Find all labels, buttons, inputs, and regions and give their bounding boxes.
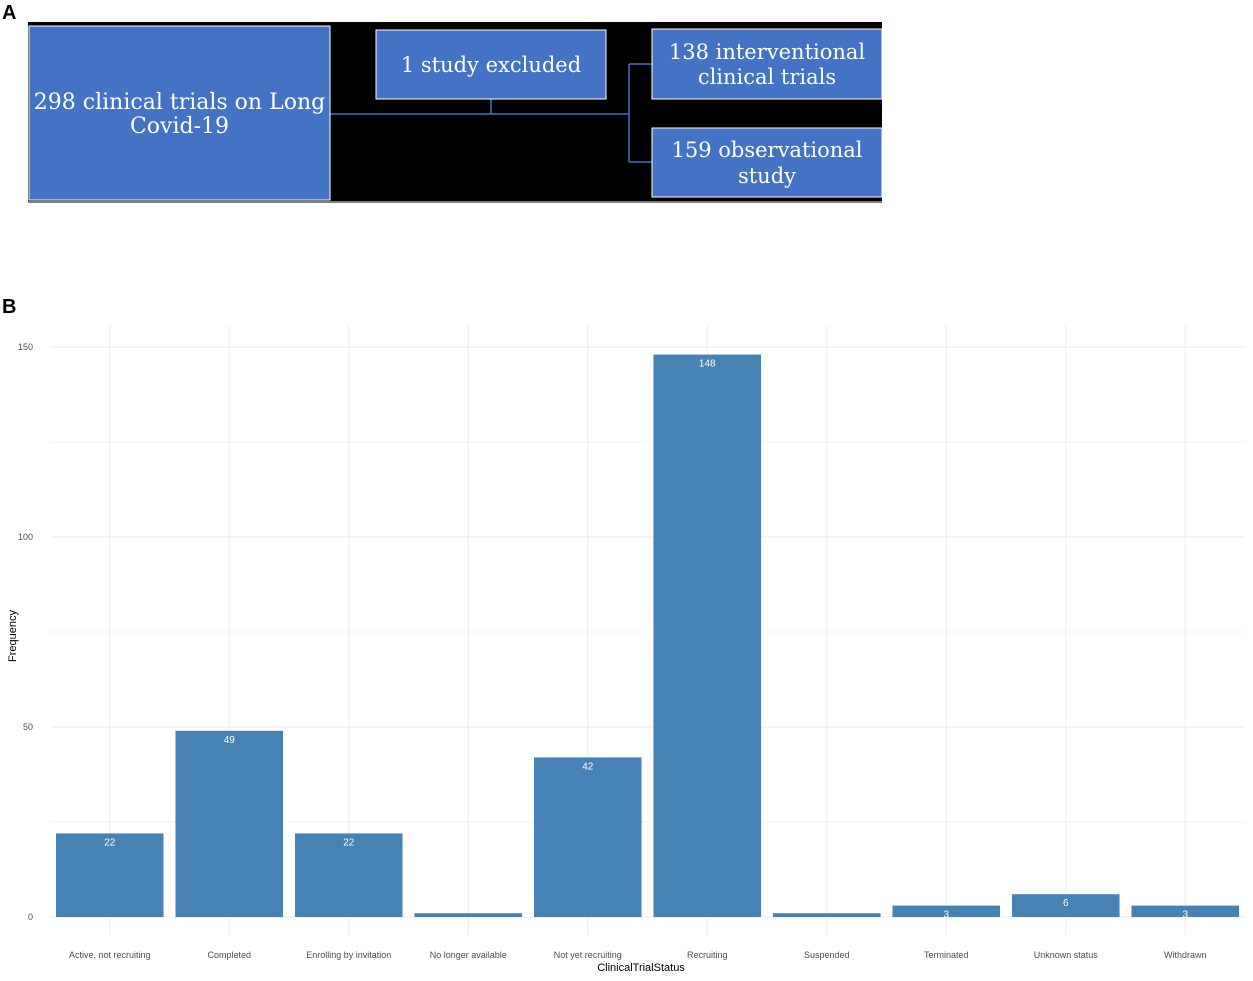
bars-layer <box>55 354 1240 918</box>
x-tick-label: Terminated <box>924 950 969 960</box>
y-tick-label: 0 <box>28 912 33 922</box>
x-tick-label: Unknown status <box>1034 950 1099 960</box>
panel-a-letter: A <box>2 2 17 24</box>
bar <box>1131 905 1240 917</box>
box-observational <box>651 127 883 198</box>
bar-value-label: 3 <box>943 910 949 921</box>
y-tick-label: 50 <box>23 722 33 732</box>
x-tick-label: Active, not recruiting <box>69 950 151 960</box>
box-observational-line-1: 159 observational <box>671 138 862 162</box>
box-total-line-2: Covid-19 <box>130 114 229 139</box>
x-tick-label: No longer available <box>430 950 507 960</box>
bar <box>653 354 762 918</box>
bar <box>414 913 523 917</box>
bar <box>772 913 881 917</box>
box-observational-line-2: study <box>738 164 796 188</box>
box-total <box>28 25 331 201</box>
bar <box>294 833 403 917</box>
x-tick-label: Completed <box>207 950 251 960</box>
panel-b-letter: B <box>2 296 17 318</box>
bar <box>1011 894 1120 917</box>
bar-value-label: 3 <box>1182 910 1188 921</box>
bar-value-label: 6 <box>1063 898 1069 909</box>
bar-value-label: 22 <box>343 837 355 848</box>
bar-value-label: 49 <box>224 735 236 746</box>
flow-connectors <box>330 63 652 163</box>
box-excluded <box>375 29 607 100</box>
bar <box>55 833 164 917</box>
x-tick-label: Enrolling by invitation <box>306 950 391 960</box>
data-labels-layer: 22 49 22 42 148 3 6 3 <box>104 359 1188 921</box>
y-tick-label: 150 <box>18 342 33 352</box>
box-total-line-1: 298 clinical trials on Long <box>34 90 325 115</box>
box-interventional <box>651 28 883 100</box>
x-axis-title: ClinicalTrialStatus <box>597 962 685 974</box>
y-tick-label: 100 <box>18 532 33 542</box>
grid-layer <box>50 325 1245 935</box>
x-tick-label: Not yet recruiting <box>554 950 622 960</box>
box-excluded-line-1: 1 study excluded <box>401 53 581 77</box>
bar <box>533 757 642 917</box>
bar-value-label: 42 <box>582 761 594 772</box>
bar <box>175 730 284 917</box>
box-interventional-line-1: 138 interventional <box>669 40 866 64</box>
x-tick-label: Recruiting <box>687 950 728 960</box>
bar-value-label: 148 <box>699 359 716 370</box>
ticks-layer: 0 50 100 150 Active, not recruiting Completed… <box>18 342 1207 960</box>
bar-value-label: 22 <box>104 837 116 848</box>
x-tick-label: Withdrawn <box>1164 950 1207 960</box>
box-interventional-line-2: clinical trials <box>698 65 836 89</box>
x-tick-label: Suspended <box>804 950 850 960</box>
y-axis-title: Frequency <box>7 610 19 662</box>
bar <box>892 905 1001 917</box>
